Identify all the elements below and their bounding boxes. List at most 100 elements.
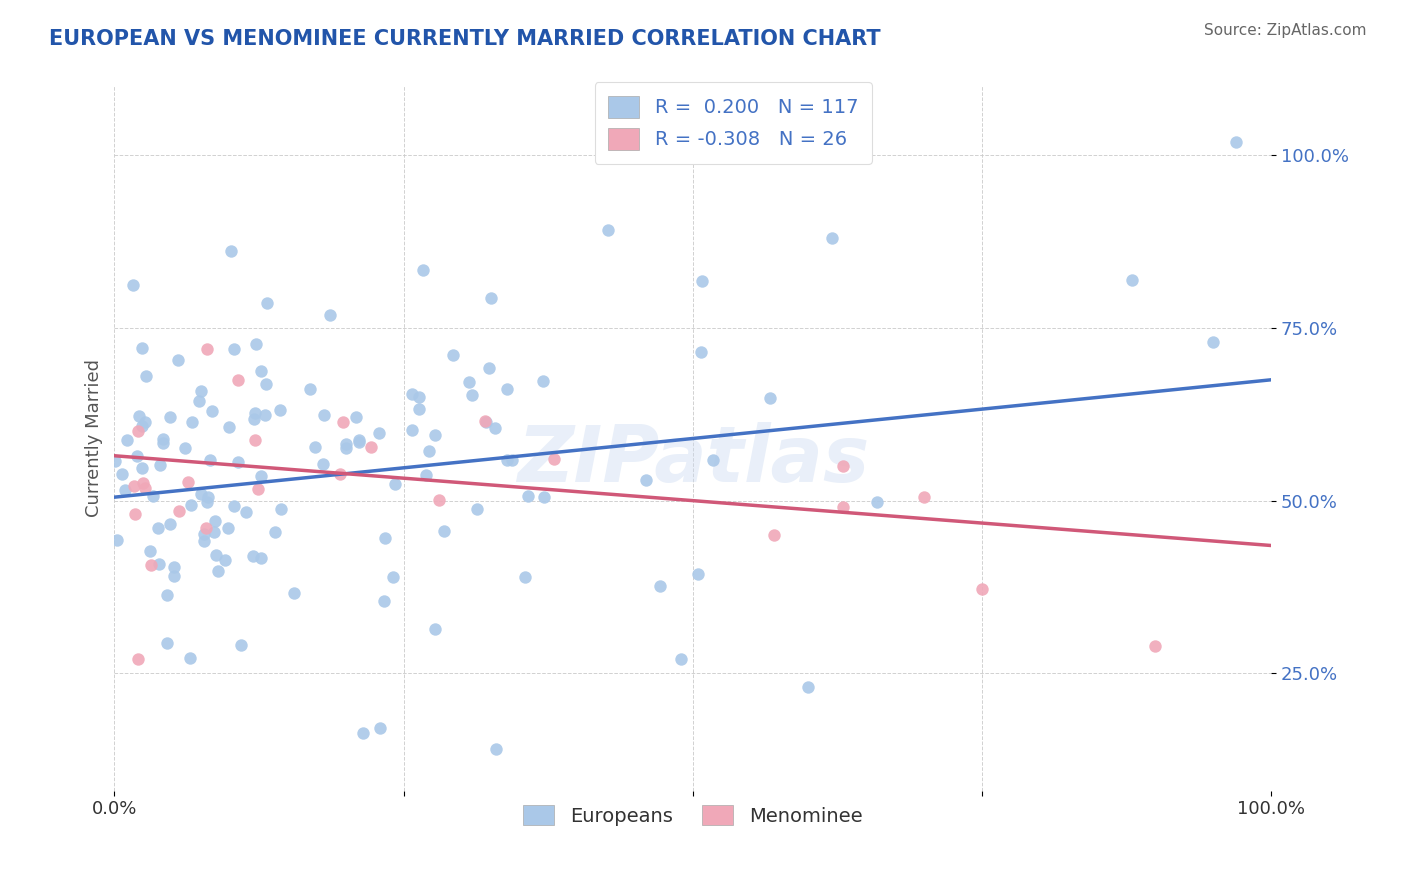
Point: [190, 384, 212, 398]
Point: [312, 408, 335, 422]
Point: [384, 477, 406, 491]
Point: [401, 423, 423, 437]
Point: [250, 468, 273, 483]
Point: [689, 344, 711, 359]
Point: [149, 458, 172, 473]
Point: [346, 409, 368, 424]
Point: [229, 639, 252, 653]
Point: [425, 622, 447, 636]
Point: [142, 489, 165, 503]
Point: [193, 527, 215, 541]
Point: [222, 499, 245, 513]
Point: [474, 414, 496, 428]
Point: [198, 452, 221, 467]
Point: [832, 500, 855, 514]
Point: [347, 435, 370, 450]
Point: [352, 726, 374, 740]
Point: [425, 427, 447, 442]
Point: [686, 567, 709, 582]
Point: [441, 348, 464, 362]
Point: [254, 376, 277, 391]
Point: [832, 459, 855, 474]
Point: [335, 441, 357, 455]
Point: [245, 336, 267, 351]
Point: [207, 565, 229, 579]
Point: [131, 418, 153, 433]
Point: [762, 528, 785, 542]
Point: [360, 440, 382, 454]
Point: [159, 409, 181, 424]
Point: [866, 494, 889, 508]
Point: [479, 291, 502, 305]
Point: [415, 468, 437, 483]
Point: [195, 495, 218, 509]
Point: [347, 433, 370, 447]
Point: [197, 491, 219, 505]
Point: [501, 452, 523, 467]
Point: [797, 680, 820, 694]
Point: [408, 401, 430, 416]
Point: [256, 296, 278, 310]
Point: [513, 570, 536, 584]
Point: [304, 440, 326, 454]
Point: [194, 521, 217, 535]
Point: [148, 557, 170, 571]
Point: [250, 364, 273, 378]
Point: [270, 501, 292, 516]
Point: [543, 452, 565, 467]
Point: [457, 375, 479, 389]
Point: [193, 534, 215, 549]
Point: [1202, 334, 1225, 349]
Point: [167, 504, 190, 518]
Point: [669, 652, 692, 666]
Point: [134, 481, 156, 495]
Point: [124, 479, 146, 493]
Point: [128, 409, 150, 423]
Point: [299, 383, 322, 397]
Point: [111, 467, 134, 482]
Point: [135, 369, 157, 384]
Point: [180, 499, 202, 513]
Point: [1144, 639, 1167, 653]
Point: [648, 579, 671, 593]
Point: [163, 560, 186, 574]
Point: [180, 415, 202, 429]
Point: [329, 467, 352, 482]
Point: [970, 582, 993, 596]
Point: [465, 502, 488, 516]
Point: [370, 722, 392, 736]
Point: [177, 475, 200, 489]
Point: [484, 421, 506, 435]
Point: [496, 382, 519, 396]
Legend: Europeans, Menominee: Europeans, Menominee: [516, 797, 870, 834]
Point: [412, 263, 434, 277]
Point: [163, 569, 186, 583]
Point: [124, 507, 146, 521]
Point: [242, 549, 264, 563]
Point: [517, 489, 540, 503]
Point: [235, 505, 257, 519]
Point: [152, 433, 174, 447]
Point: [204, 514, 226, 528]
Point: [179, 651, 201, 665]
Point: [418, 443, 440, 458]
Point: [408, 390, 430, 404]
Point: [127, 424, 149, 438]
Point: [190, 486, 212, 500]
Point: [114, 483, 136, 497]
Point: [156, 588, 179, 602]
Point: [460, 387, 482, 401]
Point: [173, 441, 195, 455]
Point: [373, 594, 395, 608]
Point: [912, 491, 935, 505]
Point: [1225, 135, 1247, 149]
Point: [127, 652, 149, 666]
Y-axis label: Currently Married: Currently Married: [86, 359, 103, 517]
Point: [311, 457, 333, 471]
Point: [478, 361, 501, 376]
Point: [246, 482, 269, 496]
Point: [381, 570, 404, 584]
Point: [433, 524, 456, 538]
Point: [104, 453, 127, 467]
Point: [218, 420, 240, 434]
